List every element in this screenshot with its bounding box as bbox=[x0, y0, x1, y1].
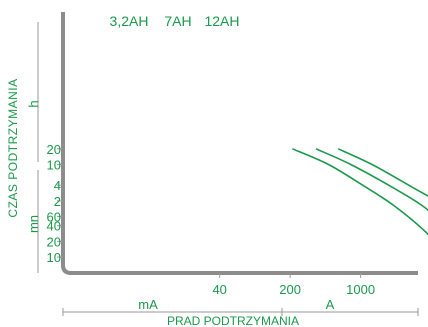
y-tick-label: 10 bbox=[47, 250, 61, 265]
x-tick-label: 40 bbox=[212, 282, 226, 297]
series-line-3-2ah bbox=[291, 148, 428, 236]
series-label: 3,2AH bbox=[110, 13, 149, 29]
series-label: 7AH bbox=[164, 13, 191, 29]
y-tick-label: 60 bbox=[47, 210, 61, 225]
series-line-12ah bbox=[337, 148, 428, 197]
series-line-7ah bbox=[315, 148, 428, 211]
y-tick-label: 40 bbox=[47, 219, 61, 234]
x-unit-label-a: A bbox=[326, 297, 335, 312]
plot-frame bbox=[61, 12, 418, 275]
series-label: 12AH bbox=[204, 13, 239, 29]
x-tick-label: 1000 bbox=[346, 282, 375, 297]
x-axis-title: PRAD PODTRZYMANIA bbox=[167, 314, 299, 327]
y-tick-label: 4 bbox=[54, 178, 61, 193]
y-tick-label: 10 bbox=[47, 157, 61, 172]
x-unit-label-ma: mA bbox=[138, 297, 158, 312]
y-unit-label-minutes: mn bbox=[26, 215, 41, 233]
y-unit-label-hours: h bbox=[26, 100, 41, 107]
y-tick-label: 20 bbox=[47, 234, 61, 249]
x-tick-label: 200 bbox=[279, 282, 301, 297]
y-tick-label: 2 bbox=[54, 194, 61, 209]
y-tick-label: 20 bbox=[47, 142, 61, 157]
y-axis-title: CZAS PODTRZYMANIA bbox=[6, 78, 20, 217]
